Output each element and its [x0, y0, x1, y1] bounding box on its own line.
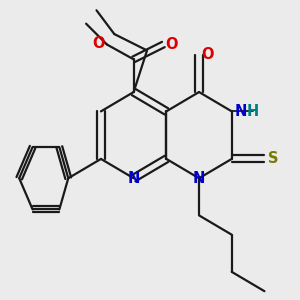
Text: S: S — [268, 152, 278, 166]
Text: O: O — [201, 47, 214, 62]
Text: O: O — [92, 35, 105, 50]
Text: N: N — [128, 171, 140, 186]
Text: N: N — [192, 171, 205, 186]
Text: H: H — [246, 104, 259, 119]
Text: O: O — [165, 37, 178, 52]
Text: N: N — [235, 104, 247, 119]
